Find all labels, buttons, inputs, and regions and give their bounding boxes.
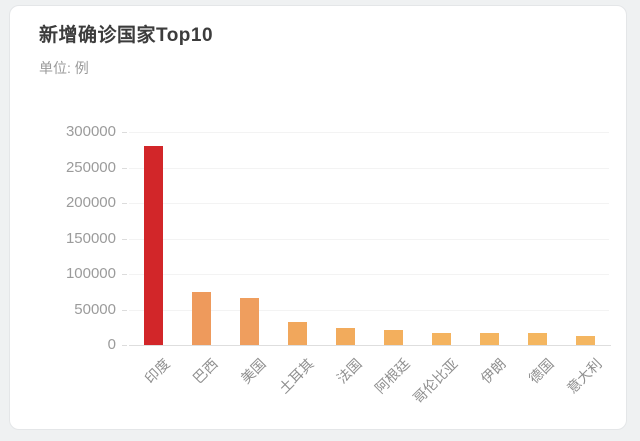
plot-area: 印度 巴西 美国 土耳其 法国 阿根廷 哥伦比亚 伊朗 德国 意大利 xyxy=(122,132,611,406)
y-tick-label: 300000 xyxy=(65,123,116,140)
gridline xyxy=(129,274,609,275)
y-axis-tick xyxy=(122,345,127,346)
chart-card: 新增确诊国家Top10 单位: 例 0 50000 100000 150000 2000… xyxy=(9,5,627,430)
bar-伊朗 xyxy=(479,332,499,345)
y-axis: 0 50000 100000 150000 200000 250000 300000 xyxy=(10,6,626,429)
y-tick-label: 0 xyxy=(107,336,116,353)
gridline xyxy=(129,132,609,133)
bar-印度 xyxy=(143,146,163,345)
y-axis-tick xyxy=(122,238,127,240)
y-axis-tick xyxy=(122,203,127,204)
bar-阿根廷 xyxy=(383,330,403,345)
gridline xyxy=(129,167,609,169)
y-tick-label: 50000 xyxy=(74,300,116,318)
bar-美国 xyxy=(239,298,259,345)
bar-土耳其 xyxy=(287,322,307,345)
y-tick-label: 150000 xyxy=(65,229,116,247)
chart-title: 新增确诊国家Top10 xyxy=(39,25,214,46)
y-axis-tick xyxy=(122,167,127,169)
gridline xyxy=(129,309,609,311)
x-axis-line xyxy=(129,345,611,346)
y-axis-tick xyxy=(122,132,127,133)
gridline xyxy=(129,203,609,204)
y-tick-label: 250000 xyxy=(65,158,116,176)
bar-意大利 xyxy=(575,335,595,345)
y-tick-label: 200000 xyxy=(65,194,116,211)
y-axis-tick xyxy=(122,309,127,311)
bar-chart: 0 50000 100000 150000 200000 250000 300000 印度巴… xyxy=(10,6,626,429)
bar-巴西 xyxy=(191,292,211,345)
gridline xyxy=(129,238,609,240)
bar-法国 xyxy=(335,327,355,345)
bar-德国 xyxy=(527,332,547,345)
chart-unit-label: 单位: 例 xyxy=(39,60,89,76)
y-tick-label: 100000 xyxy=(65,265,116,282)
bar-哥伦比亚 xyxy=(431,332,451,345)
y-axis-tick xyxy=(122,274,127,275)
